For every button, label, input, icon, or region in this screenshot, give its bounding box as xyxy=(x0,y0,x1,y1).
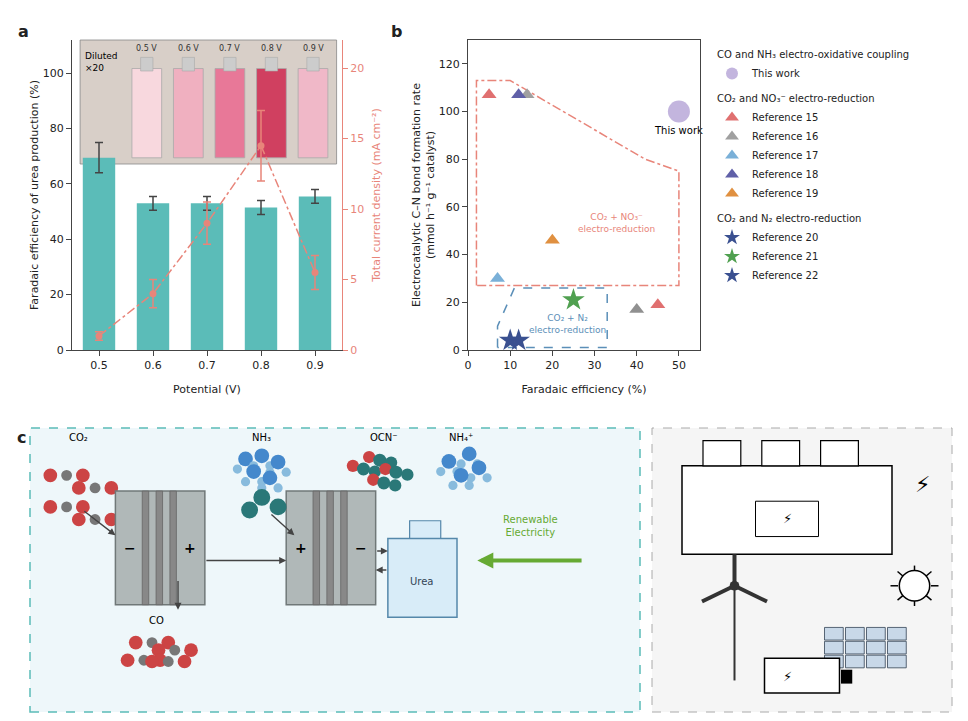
svg-text:Electrocatalytic C–N bond form: Electrocatalytic C–N bond formation rate… xyxy=(410,83,437,307)
svg-text:Reference 19: Reference 19 xyxy=(752,188,818,199)
svg-text:CO₂ + NO₃⁻electro-reduction: CO₂ + NO₃⁻electro-reduction xyxy=(578,212,655,234)
svg-text:0.6: 0.6 xyxy=(144,359,162,372)
svg-text:Reference 20: Reference 20 xyxy=(752,232,818,243)
svg-text:Total current density (mA cm⁻²: Total current density (mA cm⁻²) xyxy=(370,108,383,283)
svg-text:0.6 V: 0.6 V xyxy=(178,44,199,53)
svg-text:Reference 18: Reference 18 xyxy=(752,169,818,180)
svg-text:CO₂: CO₂ xyxy=(69,432,88,443)
svg-text:10: 10 xyxy=(350,203,364,216)
svg-text:80: 80 xyxy=(446,153,460,166)
svg-text:Faradaic efficiency (%): Faradaic efficiency (%) xyxy=(522,383,647,396)
svg-text:20: 20 xyxy=(350,62,364,75)
svg-text:0.9 V: 0.9 V xyxy=(303,44,324,53)
svg-text:60: 60 xyxy=(50,178,64,191)
svg-text:40: 40 xyxy=(446,248,460,261)
svg-text:+: + xyxy=(184,540,196,556)
svg-text:0: 0 xyxy=(350,344,357,357)
svg-text:CO₂ + N₂electro-reduction: CO₂ + N₂electro-reduction xyxy=(529,313,606,335)
svg-text:Potential (V): Potential (V) xyxy=(173,383,241,396)
svg-text:100: 100 xyxy=(43,67,64,80)
svg-text:Reference 22: Reference 22 xyxy=(752,270,818,281)
svg-text:Faradaic efficiency of urea pr: Faradaic efficiency of urea production (… xyxy=(28,80,41,310)
svg-text:0.8 V: 0.8 V xyxy=(261,44,282,53)
svg-text:20: 20 xyxy=(446,296,460,309)
svg-text:15: 15 xyxy=(350,132,364,145)
svg-text:40: 40 xyxy=(50,233,64,246)
svg-text:Urea: Urea xyxy=(410,576,434,587)
svg-text:Reference 16: Reference 16 xyxy=(752,131,818,142)
svg-text:This work: This work xyxy=(751,68,800,79)
svg-text:NH₃: NH₃ xyxy=(252,432,271,443)
svg-text:a: a xyxy=(18,22,29,41)
svg-text:CO and NH₃ electro-oxidative c: CO and NH₃ electro-oxidative coupling xyxy=(717,49,909,60)
svg-text:10: 10 xyxy=(503,359,517,372)
svg-text:30: 30 xyxy=(588,359,602,372)
svg-text:0.5: 0.5 xyxy=(90,359,108,372)
svg-text:CO₂ and N₂ electro-reduction: CO₂ and N₂ electro-reduction xyxy=(717,213,861,224)
svg-text:⚡: ⚡ xyxy=(783,511,792,526)
svg-text:0: 0 xyxy=(57,344,64,357)
svg-text:40: 40 xyxy=(630,359,644,372)
svg-text:0.8: 0.8 xyxy=(252,359,270,372)
svg-text:⚡: ⚡ xyxy=(915,472,930,497)
svg-text:50: 50 xyxy=(672,359,686,372)
svg-text:Reference 21: Reference 21 xyxy=(752,251,818,262)
svg-text:CO₂ and NO₃⁻ electro-reduction: CO₂ and NO₃⁻ electro-reduction xyxy=(717,93,875,104)
svg-text:Reference 15: Reference 15 xyxy=(752,112,818,123)
svg-text:80: 80 xyxy=(50,122,64,135)
svg-text:120: 120 xyxy=(439,58,460,71)
svg-text:0.5 V: 0.5 V xyxy=(136,44,157,53)
svg-text:20: 20 xyxy=(545,359,559,372)
svg-text:Diluted×20: Diluted×20 xyxy=(85,51,117,73)
svg-text:60: 60 xyxy=(446,201,460,214)
svg-text:100: 100 xyxy=(439,105,460,118)
svg-text:0.7 V: 0.7 V xyxy=(219,44,240,53)
svg-text:0.7: 0.7 xyxy=(198,359,216,372)
svg-text:20: 20 xyxy=(50,288,64,301)
svg-text:OCN⁻: OCN⁻ xyxy=(370,432,398,443)
svg-text:0: 0 xyxy=(465,359,472,372)
svg-text:b: b xyxy=(391,22,402,41)
svg-text:NH₄⁺: NH₄⁺ xyxy=(449,432,473,443)
svg-text:5: 5 xyxy=(350,273,357,286)
svg-text:Reference 17: Reference 17 xyxy=(752,150,818,161)
svg-text:+: + xyxy=(295,540,307,556)
svg-text:This work: This work xyxy=(654,125,703,136)
svg-text:⚡: ⚡ xyxy=(783,669,792,684)
svg-text:c: c xyxy=(17,428,26,447)
svg-text:CO: CO xyxy=(149,615,164,626)
svg-text:RenewableElectricity: RenewableElectricity xyxy=(503,514,558,538)
svg-text:−: − xyxy=(355,540,367,556)
svg-text:0: 0 xyxy=(453,344,460,357)
svg-text:0.9: 0.9 xyxy=(306,359,324,372)
svg-text:−: − xyxy=(124,540,136,556)
